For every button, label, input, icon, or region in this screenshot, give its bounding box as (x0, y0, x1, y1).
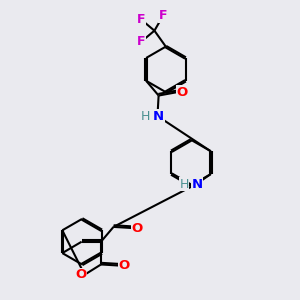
Text: F: F (137, 35, 146, 48)
Text: H: H (141, 110, 150, 122)
Text: H: H (179, 178, 189, 191)
Text: F: F (137, 13, 146, 26)
Text: N: N (191, 178, 203, 191)
Text: O: O (131, 221, 142, 235)
Text: O: O (119, 259, 130, 272)
Text: F: F (159, 9, 167, 22)
Text: O: O (75, 268, 86, 281)
Text: N: N (153, 110, 164, 122)
Text: O: O (176, 85, 188, 99)
